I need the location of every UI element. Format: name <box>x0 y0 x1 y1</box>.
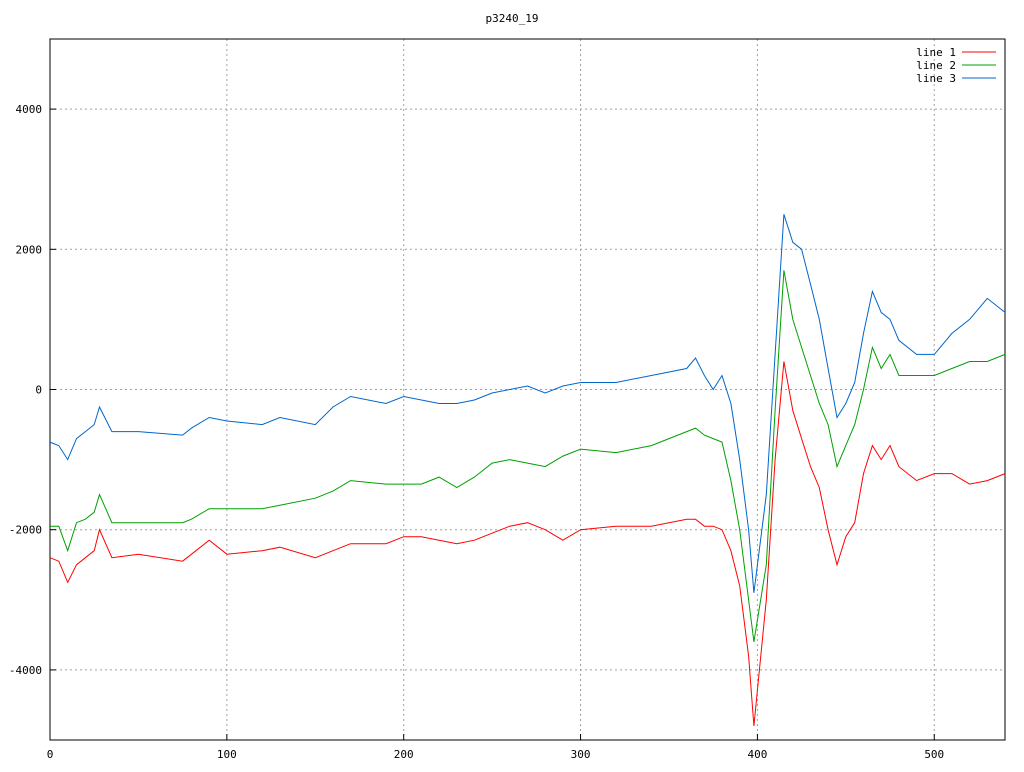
y-tick-label: -2000 <box>9 524 42 537</box>
x-tick-label: 300 <box>571 748 591 761</box>
x-tick-label: 500 <box>924 748 944 761</box>
x-tick-label: 0 <box>47 748 54 761</box>
plot-frame <box>49 38 1006 741</box>
y-tick-label: 2000 <box>16 243 43 256</box>
chart-title: p3240_19 <box>486 12 539 25</box>
y-tick-label: 0 <box>35 384 42 397</box>
data-line <box>49 361 1006 727</box>
legend-label: line 3 <box>916 72 956 85</box>
x-tick-label: 100 <box>217 748 237 761</box>
y-tick-label: 4000 <box>16 103 43 116</box>
data-line <box>50 270 1006 642</box>
legend-label: line 1 <box>916 46 956 59</box>
y-tick-label: -4000 <box>9 664 42 677</box>
legend-label: line 2 <box>916 59 956 72</box>
x-tick-label: 400 <box>747 748 767 761</box>
data-line <box>49 214 1006 593</box>
x-tick-label: 200 <box>394 748 414 761</box>
